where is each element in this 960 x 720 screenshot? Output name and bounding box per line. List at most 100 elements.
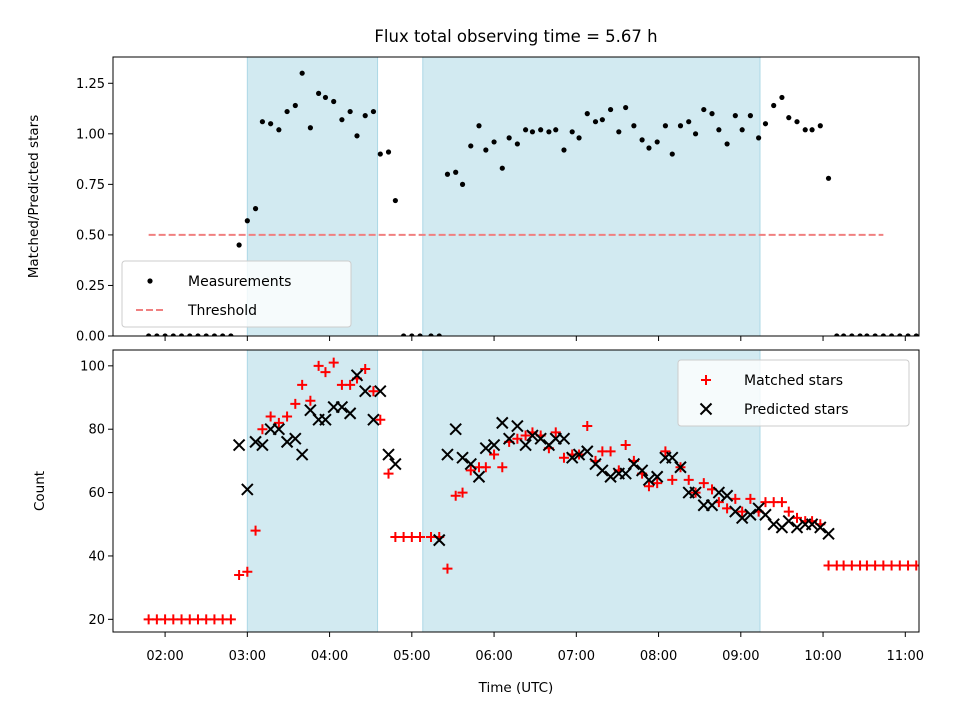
matched-point bbox=[457, 487, 468, 498]
ratio-point bbox=[631, 123, 637, 129]
y-tick-label: 80 bbox=[88, 423, 105, 438]
ratio-point bbox=[154, 333, 160, 336]
ratio-point bbox=[646, 145, 652, 151]
ratio-point bbox=[538, 127, 544, 133]
ratio-point bbox=[370, 108, 377, 115]
predicted-point bbox=[642, 473, 656, 487]
predicted-point bbox=[712, 486, 726, 499]
axes-frame bbox=[112, 349, 920, 633]
ratio-point bbox=[716, 127, 722, 133]
ratio-point bbox=[779, 94, 785, 101]
predicted-point bbox=[767, 518, 780, 531]
predicted-point bbox=[367, 413, 380, 426]
ratio-point bbox=[529, 129, 536, 135]
matched-point bbox=[282, 411, 293, 422]
ratio-point bbox=[178, 333, 185, 336]
matched-point bbox=[225, 614, 236, 625]
ratio-point bbox=[771, 102, 777, 109]
top-panel: 0.00 0.25 0.50 0.75 1.00 1.25 Matched/Predicte… bbox=[26, 56, 952, 345]
predicted-point bbox=[479, 442, 493, 455]
ratio-point bbox=[947, 333, 952, 338]
predicted-point bbox=[689, 486, 702, 499]
ratio-point bbox=[897, 333, 903, 336]
ratio-point bbox=[436, 333, 442, 336]
y-tick-label: 0.75 bbox=[76, 178, 105, 193]
matched-point bbox=[480, 462, 491, 473]
predicted-point bbox=[519, 438, 532, 452]
matched-point bbox=[234, 569, 245, 580]
ratio-point bbox=[872, 333, 878, 336]
predicted-point bbox=[782, 514, 795, 528]
predicted-point bbox=[241, 483, 254, 496]
predicted-point bbox=[441, 448, 454, 461]
predicted-point bbox=[604, 470, 617, 483]
matched-point bbox=[667, 474, 678, 485]
predicted-point bbox=[350, 369, 364, 382]
legend-label: Predicted stars bbox=[744, 402, 849, 418]
predicted-point bbox=[456, 451, 469, 464]
ratio-point bbox=[849, 333, 855, 336]
ratio-point bbox=[236, 242, 242, 248]
matched-point bbox=[512, 433, 523, 444]
ratio-point bbox=[392, 197, 398, 204]
x-tick-label: 09:00 bbox=[722, 649, 759, 664]
matched-point bbox=[383, 468, 394, 479]
ratio-point bbox=[802, 127, 808, 133]
predicted-point bbox=[720, 489, 734, 502]
predicted-point bbox=[335, 400, 349, 414]
ratio-point bbox=[187, 333, 193, 336]
ratio-point bbox=[268, 121, 274, 127]
matched-point bbox=[550, 427, 561, 438]
predicted-point bbox=[272, 423, 286, 436]
x-tick-label: 05:00 bbox=[393, 649, 430, 664]
matched-point bbox=[360, 364, 371, 375]
x-tick-label: 02:00 bbox=[146, 649, 183, 664]
matched-point bbox=[558, 452, 569, 463]
ratio-point bbox=[747, 113, 753, 119]
ratio-point bbox=[195, 333, 201, 336]
ratio-point bbox=[514, 141, 520, 147]
ratio-point bbox=[623, 104, 629, 111]
ratio-point bbox=[284, 108, 290, 115]
legend-marker bbox=[147, 278, 153, 284]
ratio-point bbox=[584, 111, 590, 117]
ratio-point bbox=[476, 123, 482, 129]
matched-point bbox=[730, 493, 741, 504]
matched-point bbox=[250, 525, 261, 536]
matched-point bbox=[911, 560, 919, 571]
y-tick-label: 1.25 bbox=[76, 77, 105, 92]
ratio-point bbox=[756, 135, 762, 141]
ratio-point bbox=[857, 333, 863, 336]
ratio-point bbox=[428, 333, 434, 336]
ratio-point bbox=[692, 131, 699, 137]
predicted-point bbox=[343, 407, 357, 420]
ratio-point bbox=[307, 125, 313, 131]
matched-point bbox=[698, 478, 709, 489]
matched-point bbox=[375, 414, 386, 425]
predicted-point bbox=[389, 457, 402, 471]
ratio-point bbox=[592, 119, 599, 125]
matched-point bbox=[643, 481, 654, 492]
shaded-interval-2 bbox=[422, 57, 761, 336]
x-tick-label: 03:00 bbox=[229, 649, 266, 664]
shaded-interval-1 bbox=[246, 350, 379, 632]
ratio-point bbox=[491, 139, 497, 145]
ratio-point bbox=[834, 333, 840, 336]
ratio-point bbox=[739, 127, 745, 133]
matched-point bbox=[305, 395, 316, 406]
ratio-point bbox=[316, 90, 322, 96]
ratio-point bbox=[616, 129, 622, 135]
y-tick-label: 60 bbox=[88, 486, 105, 501]
ratio-point bbox=[322, 94, 329, 101]
ratio-point bbox=[453, 169, 459, 175]
bottom-panel: 20 40 60 80 100 Count 02:00 03:00 04:00 05:00 06:0… bbox=[32, 349, 929, 664]
ratio-point bbox=[400, 333, 407, 336]
matched-point bbox=[242, 566, 253, 577]
matched-point bbox=[919, 560, 929, 570]
predicted-point bbox=[526, 429, 539, 442]
predicted-point bbox=[572, 448, 586, 461]
ratio-point bbox=[880, 333, 886, 336]
x-tick-label: 08:00 bbox=[640, 649, 677, 664]
ratio-point bbox=[244, 218, 250, 224]
ratio-point bbox=[339, 117, 345, 123]
